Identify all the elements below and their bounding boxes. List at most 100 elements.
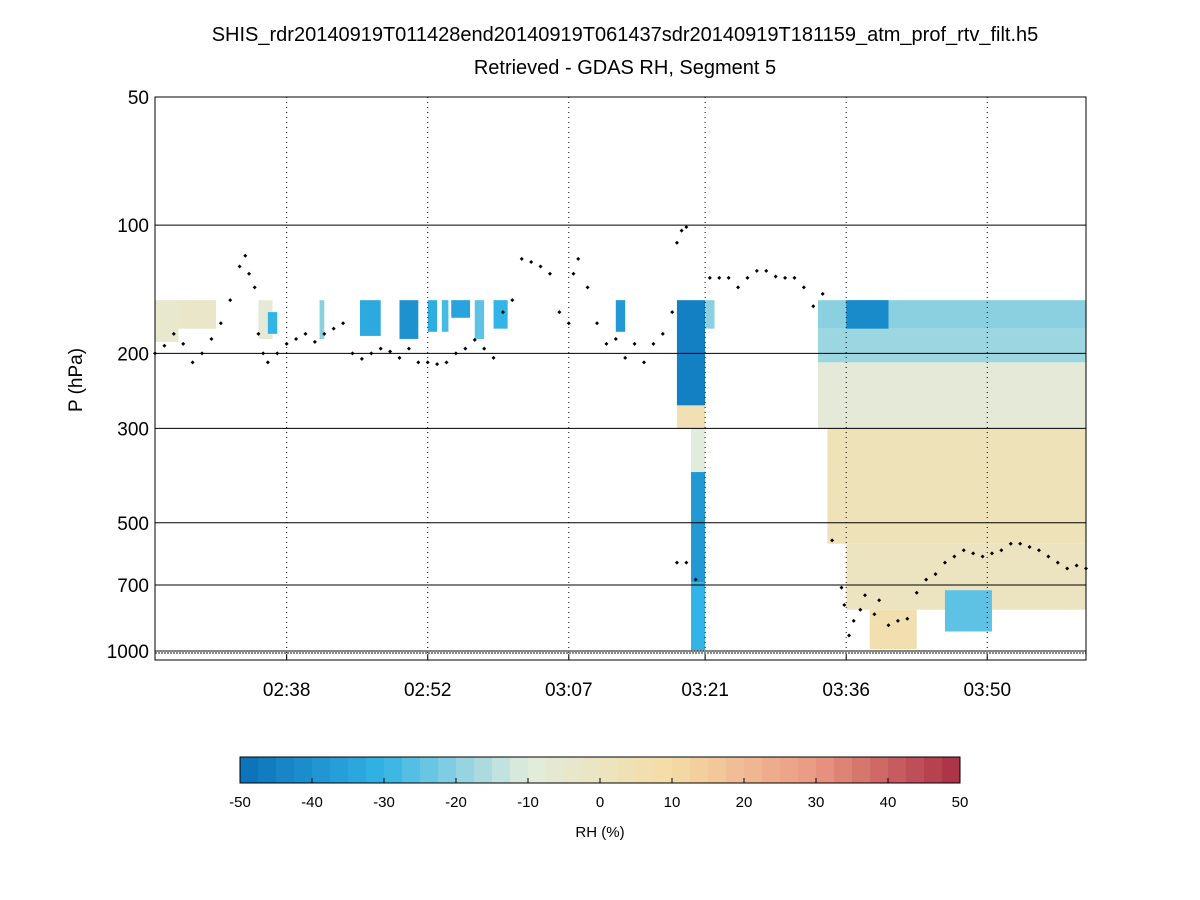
- colorbar-cell: [654, 757, 673, 783]
- profile-marker: [435, 362, 440, 367]
- profile-marker: [228, 298, 233, 303]
- colorbar-cell: [528, 757, 547, 783]
- x-gridlines: [286, 97, 988, 660]
- profile-marker: [684, 560, 689, 565]
- profile-marker: [416, 360, 421, 365]
- x-tick-label: 02:52: [404, 680, 452, 701]
- profile-marker: [642, 360, 647, 365]
- profile-marker: [162, 343, 167, 348]
- profile-marker: [529, 259, 534, 264]
- profile-marker: [792, 275, 797, 280]
- rh-cell: [267, 312, 278, 334]
- profile-marker: [566, 321, 571, 326]
- colorbar-cell: [546, 757, 565, 783]
- chart-title: SHIS_rdr20140919T011428end20140919T06143…: [212, 24, 1039, 46]
- rh-cell: [676, 405, 706, 429]
- profile-markers: [153, 225, 1088, 638]
- colorbar-cell: [384, 757, 403, 783]
- profile-marker: [1036, 548, 1041, 553]
- y-tick-label: 100: [117, 216, 149, 237]
- profile-marker: [341, 321, 346, 326]
- profile-marker: [773, 274, 778, 279]
- profile-marker: [190, 360, 195, 365]
- colorbar-cell: [330, 757, 349, 783]
- x-tick-label: 03:50: [963, 680, 1011, 701]
- profile-marker: [851, 618, 856, 623]
- profile-marker: [1008, 541, 1013, 546]
- profile-marker: [613, 336, 618, 341]
- colorbar-cell: [420, 757, 439, 783]
- colorbar-cell: [402, 757, 421, 783]
- profile-marker: [933, 572, 938, 577]
- profile-marker: [294, 336, 299, 341]
- y-tick-label: 50: [128, 88, 149, 109]
- profile-marker: [674, 560, 679, 565]
- profile-marker: [942, 560, 947, 565]
- profile-marker: [369, 351, 374, 356]
- colorbar-cell: [708, 757, 727, 783]
- profile-marker: [830, 538, 835, 543]
- profile-marker: [914, 590, 919, 595]
- profile-marker: [754, 268, 759, 273]
- profile-marker: [322, 331, 327, 336]
- profile-marker: [538, 264, 543, 269]
- rh-heatmap: [155, 300, 1086, 651]
- rh-cell: [441, 300, 449, 332]
- profile-marker: [905, 616, 910, 621]
- rh-cell: [944, 590, 992, 632]
- profile-marker: [256, 331, 261, 336]
- profile-marker: [519, 256, 524, 261]
- colorbar-cell: [924, 757, 943, 783]
- colorbar-tick-label: -20: [445, 794, 467, 811]
- profile-marker: [679, 228, 684, 233]
- profile-marker: [1055, 560, 1060, 565]
- colorbar-ticks: -50 -40 -30 -20 -10 0 10 20 30 40 50: [229, 778, 968, 811]
- colorbar-cell: [780, 757, 799, 783]
- colorbar-cell: [492, 757, 511, 783]
- profile-marker: [764, 268, 769, 273]
- profile-marker: [472, 337, 477, 342]
- colorbar-cell: [636, 757, 655, 783]
- colorbar-tick-label: -10: [517, 794, 539, 811]
- profile-marker: [200, 351, 205, 356]
- profile-marker: [693, 577, 698, 582]
- profile-marker: [444, 360, 449, 365]
- profile-marker: [1074, 563, 1079, 568]
- profile-marker: [482, 346, 487, 351]
- profile-marker: [247, 271, 252, 276]
- colorbar-cell: [564, 757, 583, 783]
- profile-marker: [783, 275, 788, 280]
- rh-cell: [360, 300, 381, 336]
- colorbar-tick-label: -50: [229, 794, 251, 811]
- profile-marker: [999, 548, 1004, 553]
- rh-cell: [451, 300, 471, 318]
- profile-marker: [425, 360, 430, 365]
- profile-marker: [284, 341, 289, 346]
- profile-marker: [820, 291, 825, 296]
- y-tick-label: 300: [117, 419, 149, 440]
- x-axis-ticks: 02:38 02:52 03:07 03:21 03:36 03:50: [263, 680, 1011, 701]
- colorbar-cell: [366, 757, 385, 783]
- colorbar-tick-label: -40: [301, 794, 323, 811]
- profile-marker: [632, 341, 637, 346]
- profile-marker: [463, 346, 468, 351]
- colorbar: -50 -40 -30 -20 -10 0 10 20 30 40 50 RH (%): [229, 756, 968, 841]
- colorbar-cell: [438, 757, 457, 783]
- profile-marker: [952, 554, 957, 559]
- profile-marker: [1046, 554, 1051, 559]
- colorbar-cell: [690, 757, 709, 783]
- colorbar-cell: [906, 757, 925, 783]
- profile-marker: [670, 310, 675, 315]
- profile-marker: [500, 310, 505, 315]
- rh-cell: [615, 300, 626, 332]
- profile-marker: [674, 240, 679, 245]
- colorbar-cell: [870, 757, 889, 783]
- rh-cell: [676, 300, 706, 406]
- profile-marker: [842, 603, 847, 608]
- colorbar-cell: [726, 757, 745, 783]
- rh-cell: [399, 300, 419, 339]
- colorbar-cell: [834, 757, 853, 783]
- profile-marker: [557, 310, 562, 315]
- rh-cell: [427, 300, 438, 332]
- rh-cell: [827, 428, 1086, 544]
